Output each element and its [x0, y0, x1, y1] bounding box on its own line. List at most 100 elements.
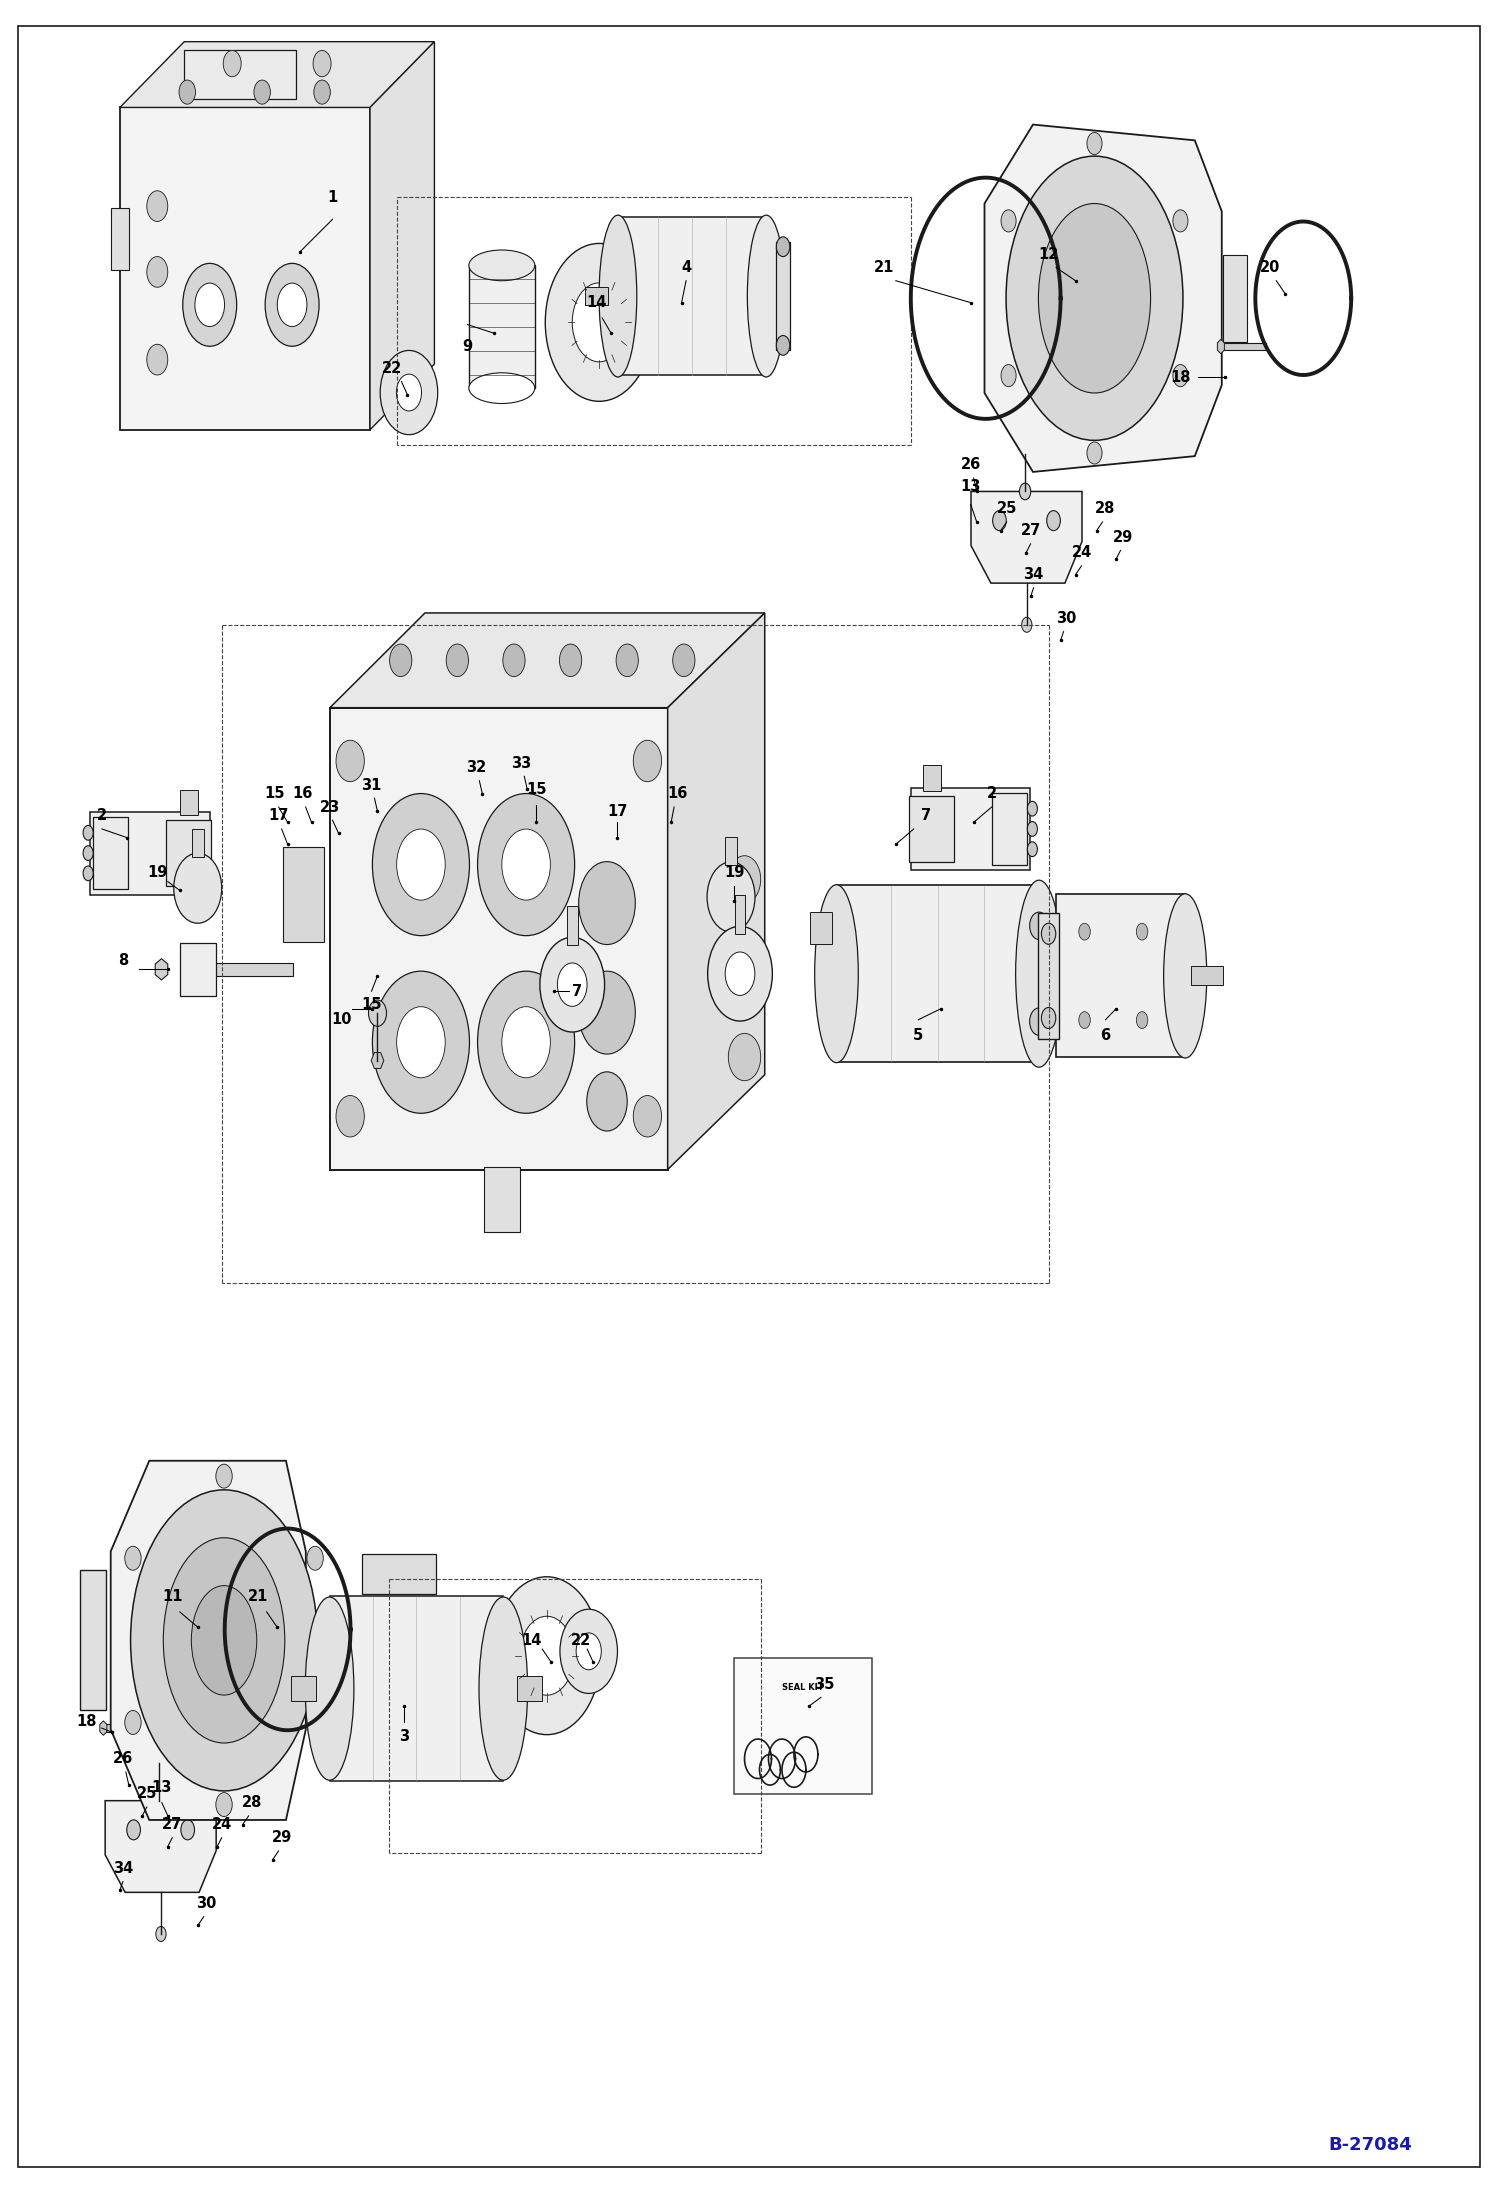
Circle shape — [82, 825, 93, 840]
Bar — [1056, 895, 1185, 1057]
Bar — [619, 217, 767, 375]
Polygon shape — [156, 958, 168, 980]
Bar — [566, 906, 578, 945]
Bar — [183, 50, 297, 99]
Circle shape — [1028, 842, 1038, 857]
Text: 20: 20 — [1260, 261, 1281, 274]
Circle shape — [503, 645, 526, 678]
Circle shape — [728, 1033, 761, 1081]
Text: 28: 28 — [1095, 502, 1116, 515]
Circle shape — [1173, 364, 1188, 386]
Bar — [291, 1675, 316, 1702]
Ellipse shape — [520, 1616, 574, 1695]
Circle shape — [1079, 1011, 1091, 1029]
Bar — [725, 838, 737, 866]
Circle shape — [154, 1792, 165, 1809]
Circle shape — [253, 81, 270, 103]
Text: 34: 34 — [112, 1862, 133, 1875]
Polygon shape — [370, 42, 434, 430]
Circle shape — [776, 237, 789, 257]
Text: 16: 16 — [292, 787, 313, 800]
Text: 31: 31 — [361, 779, 382, 792]
Circle shape — [156, 1925, 166, 1941]
Circle shape — [1029, 912, 1049, 939]
Text: 3: 3 — [400, 1730, 409, 1743]
Circle shape — [216, 1465, 232, 1489]
Text: 29: 29 — [1113, 531, 1134, 544]
Polygon shape — [330, 708, 668, 1169]
Text: 24: 24 — [211, 1818, 232, 1831]
Circle shape — [336, 1096, 364, 1136]
Circle shape — [336, 741, 364, 781]
Polygon shape — [984, 125, 1222, 471]
Circle shape — [1041, 923, 1056, 945]
Text: 7: 7 — [572, 985, 581, 998]
Ellipse shape — [599, 215, 637, 377]
Polygon shape — [330, 614, 764, 708]
Text: 32: 32 — [466, 761, 487, 774]
Polygon shape — [120, 42, 434, 107]
Circle shape — [673, 645, 695, 678]
Text: 9: 9 — [463, 340, 472, 353]
Text: 19: 19 — [724, 866, 745, 879]
Ellipse shape — [502, 829, 550, 899]
Text: 18: 18 — [76, 1715, 97, 1728]
Circle shape — [728, 855, 761, 904]
Ellipse shape — [373, 794, 469, 936]
Ellipse shape — [578, 971, 635, 1055]
Circle shape — [1088, 132, 1103, 154]
Text: 26: 26 — [960, 458, 981, 471]
Text: 21: 21 — [247, 1590, 268, 1603]
Text: 1: 1 — [328, 191, 337, 204]
Ellipse shape — [493, 1577, 601, 1735]
Circle shape — [389, 645, 412, 678]
Ellipse shape — [192, 1586, 256, 1695]
Bar — [734, 1658, 872, 1794]
Bar — [909, 796, 954, 862]
Bar — [992, 794, 1028, 864]
Ellipse shape — [545, 243, 653, 401]
Bar — [469, 265, 535, 388]
Ellipse shape — [560, 1610, 617, 1693]
Circle shape — [1137, 1011, 1147, 1029]
Ellipse shape — [469, 373, 535, 404]
Bar — [180, 789, 198, 816]
Bar — [584, 287, 608, 305]
Ellipse shape — [577, 1634, 601, 1669]
Text: 10: 10 — [331, 1013, 352, 1026]
Bar — [201, 963, 294, 976]
Bar — [81, 1570, 106, 1711]
Text: 33: 33 — [511, 757, 532, 770]
Text: 27: 27 — [1020, 524, 1041, 537]
Text: 2: 2 — [987, 787, 996, 800]
Bar — [1221, 342, 1266, 351]
Text: 25: 25 — [136, 1787, 157, 1800]
Circle shape — [1088, 443, 1103, 465]
Circle shape — [1029, 1009, 1049, 1035]
Ellipse shape — [502, 1007, 550, 1077]
Text: 7: 7 — [921, 809, 930, 822]
Circle shape — [993, 511, 1007, 531]
Polygon shape — [668, 614, 764, 1169]
Circle shape — [1041, 1007, 1056, 1029]
Text: 16: 16 — [667, 787, 688, 800]
Ellipse shape — [306, 1597, 354, 1781]
Text: 8: 8 — [118, 954, 127, 967]
Text: 22: 22 — [382, 362, 403, 375]
Text: 11: 11 — [162, 1590, 183, 1603]
Circle shape — [776, 336, 789, 355]
Text: 17: 17 — [607, 805, 628, 818]
Ellipse shape — [130, 1489, 318, 1792]
Circle shape — [539, 936, 605, 1033]
Bar — [1191, 967, 1222, 985]
Circle shape — [315, 81, 330, 103]
Ellipse shape — [277, 283, 307, 327]
Ellipse shape — [478, 794, 575, 936]
Bar — [283, 846, 324, 941]
Text: 30: 30 — [196, 1897, 217, 1910]
Polygon shape — [100, 1722, 106, 1735]
Text: B-27084: B-27084 — [1329, 2136, 1413, 2154]
Text: SEAL KIT: SEAL KIT — [782, 1684, 824, 1693]
Circle shape — [1047, 511, 1061, 531]
Circle shape — [82, 866, 93, 882]
